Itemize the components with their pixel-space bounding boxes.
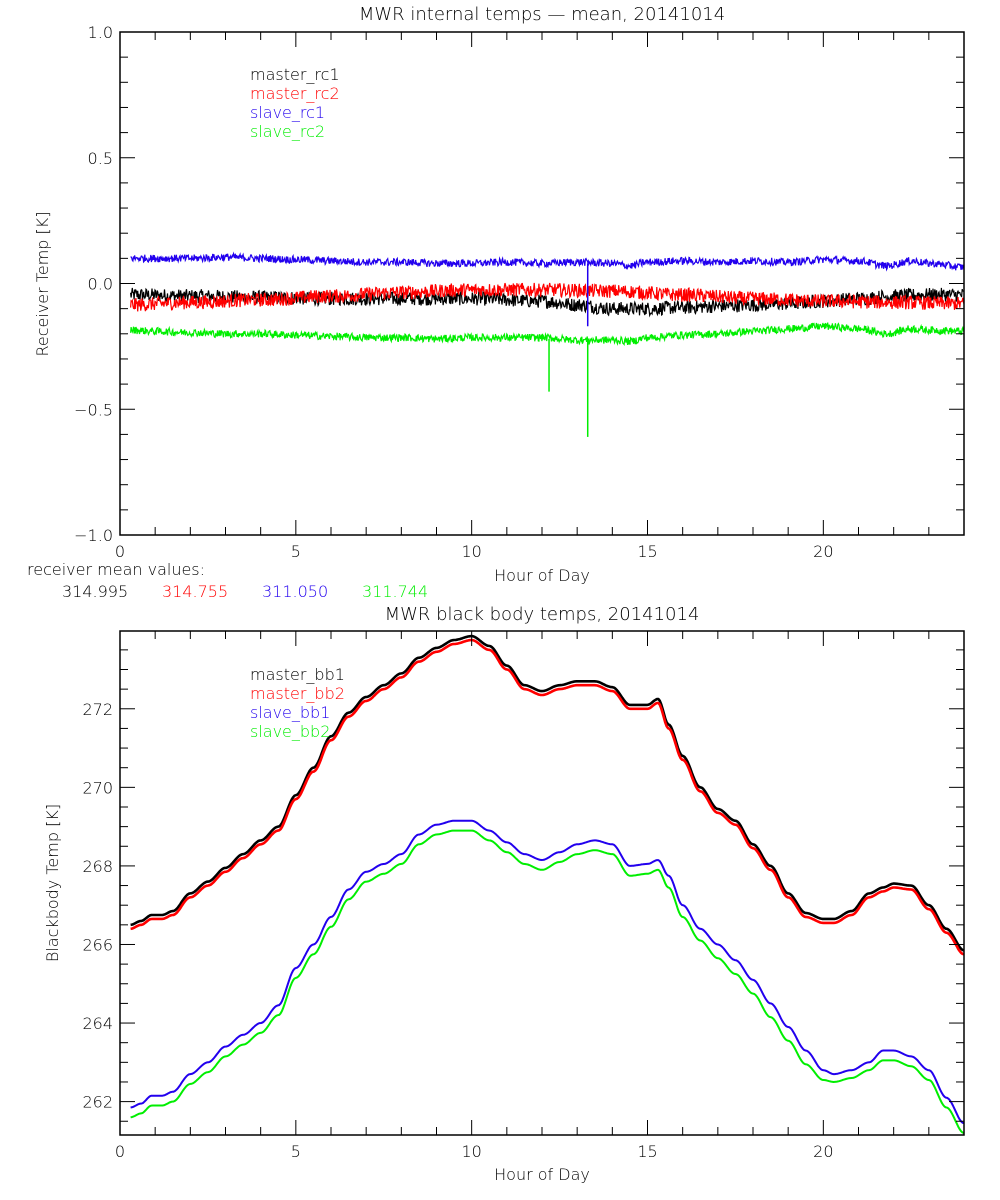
x-tick-label: 10: [461, 542, 481, 561]
legend: master_rc1 master_rc2 slave_rc1 slave_rc…: [250, 65, 340, 141]
y-tick-label: 268: [82, 857, 113, 876]
y-tick-label: 270: [82, 778, 113, 797]
series-master_rc2: [130, 282, 965, 312]
receiver-temp-chart: MWR internal temps — mean, 20141014 0 5 10…: [27, 4, 965, 601]
mean-values-label: receiver mean values:: [27, 560, 205, 579]
y-tick-label: 266: [82, 935, 113, 954]
legend-entry: slave_rc1: [250, 103, 325, 122]
y-axis-label: Receiver Temp [K]: [33, 211, 52, 356]
legend-entry: master_rc1: [250, 65, 340, 84]
y-tick-label: 0.0: [88, 275, 113, 294]
legend-entry: slave_rc2: [250, 122, 325, 141]
plot-area: [130, 251, 965, 437]
x-tick-label: 20: [813, 542, 833, 561]
axes: 0 5 10 15 20 −1.0 −0.5 0.0 0.5 1.0: [74, 23, 965, 561]
y-tick-label: 1.0: [88, 23, 113, 42]
series-slave_bb1: [130, 819, 965, 1125]
mean-value: 311.744: [362, 582, 428, 601]
series-slave_bb2: [130, 829, 965, 1134]
legend-entry: master_rc2: [250, 84, 340, 103]
legend: master_bb1 master_bb2 slave_bb1 slave_bb…: [250, 665, 345, 741]
x-tick-label: 0: [115, 1142, 125, 1161]
x-tick-label: 5: [291, 542, 301, 561]
plot-frame: [119, 630, 965, 1136]
y-tick-label: 0.5: [88, 149, 113, 168]
y-tick-label: 264: [82, 1014, 113, 1033]
legend-entry: master_bb1: [250, 665, 345, 684]
y-axis-label: Blackbody Temp [K]: [43, 804, 62, 962]
mean-value: 314.995: [62, 582, 128, 601]
series-slave_rc1: [130, 251, 965, 272]
x-axis-label: Hour of Day: [494, 566, 590, 585]
axes: 0 5 10 15 20 262 264 266 268 270 272: [82, 630, 965, 1161]
y-tick-label: 272: [82, 700, 113, 719]
legend-entry: slave_bb1: [250, 703, 330, 722]
x-tick-label: 15: [637, 1142, 657, 1161]
blackbody-temp-chart: MWR black body temps, 20141014 0 5 10 15 20 2…: [43, 604, 965, 1184]
x-tick-label: 5: [291, 1142, 301, 1161]
x-axis-label: Hour of Day: [494, 1165, 590, 1184]
y-tick-label: 262: [82, 1093, 113, 1112]
x-tick-label: 15: [637, 542, 657, 561]
y-tick-label: −0.5: [74, 400, 113, 419]
y-tick-label: −1.0: [74, 526, 113, 545]
mean-values-annotation: receiver mean values: 314.995 314.755 31…: [27, 560, 428, 601]
plot-frame: [119, 31, 965, 536]
chart-title: MWR black body temps, 20141014: [385, 604, 700, 625]
mean-value: 314.755: [162, 582, 228, 601]
legend-entry: slave_bb2: [250, 722, 330, 741]
x-tick-label: 20: [813, 1142, 833, 1161]
legend-entry: master_bb2: [250, 684, 345, 703]
series-master_bb2: [130, 638, 965, 956]
chart-title: MWR internal temps — mean, 20141014: [359, 4, 725, 25]
x-tick-label: 10: [461, 1142, 481, 1161]
mean-value: 311.050: [262, 582, 328, 601]
series-master_rc1: [130, 287, 965, 318]
series-slave_rc2: [130, 322, 965, 347]
series-master_bb1: [130, 634, 965, 952]
x-tick-label: 0: [115, 542, 125, 561]
plot-area: [130, 634, 965, 1134]
